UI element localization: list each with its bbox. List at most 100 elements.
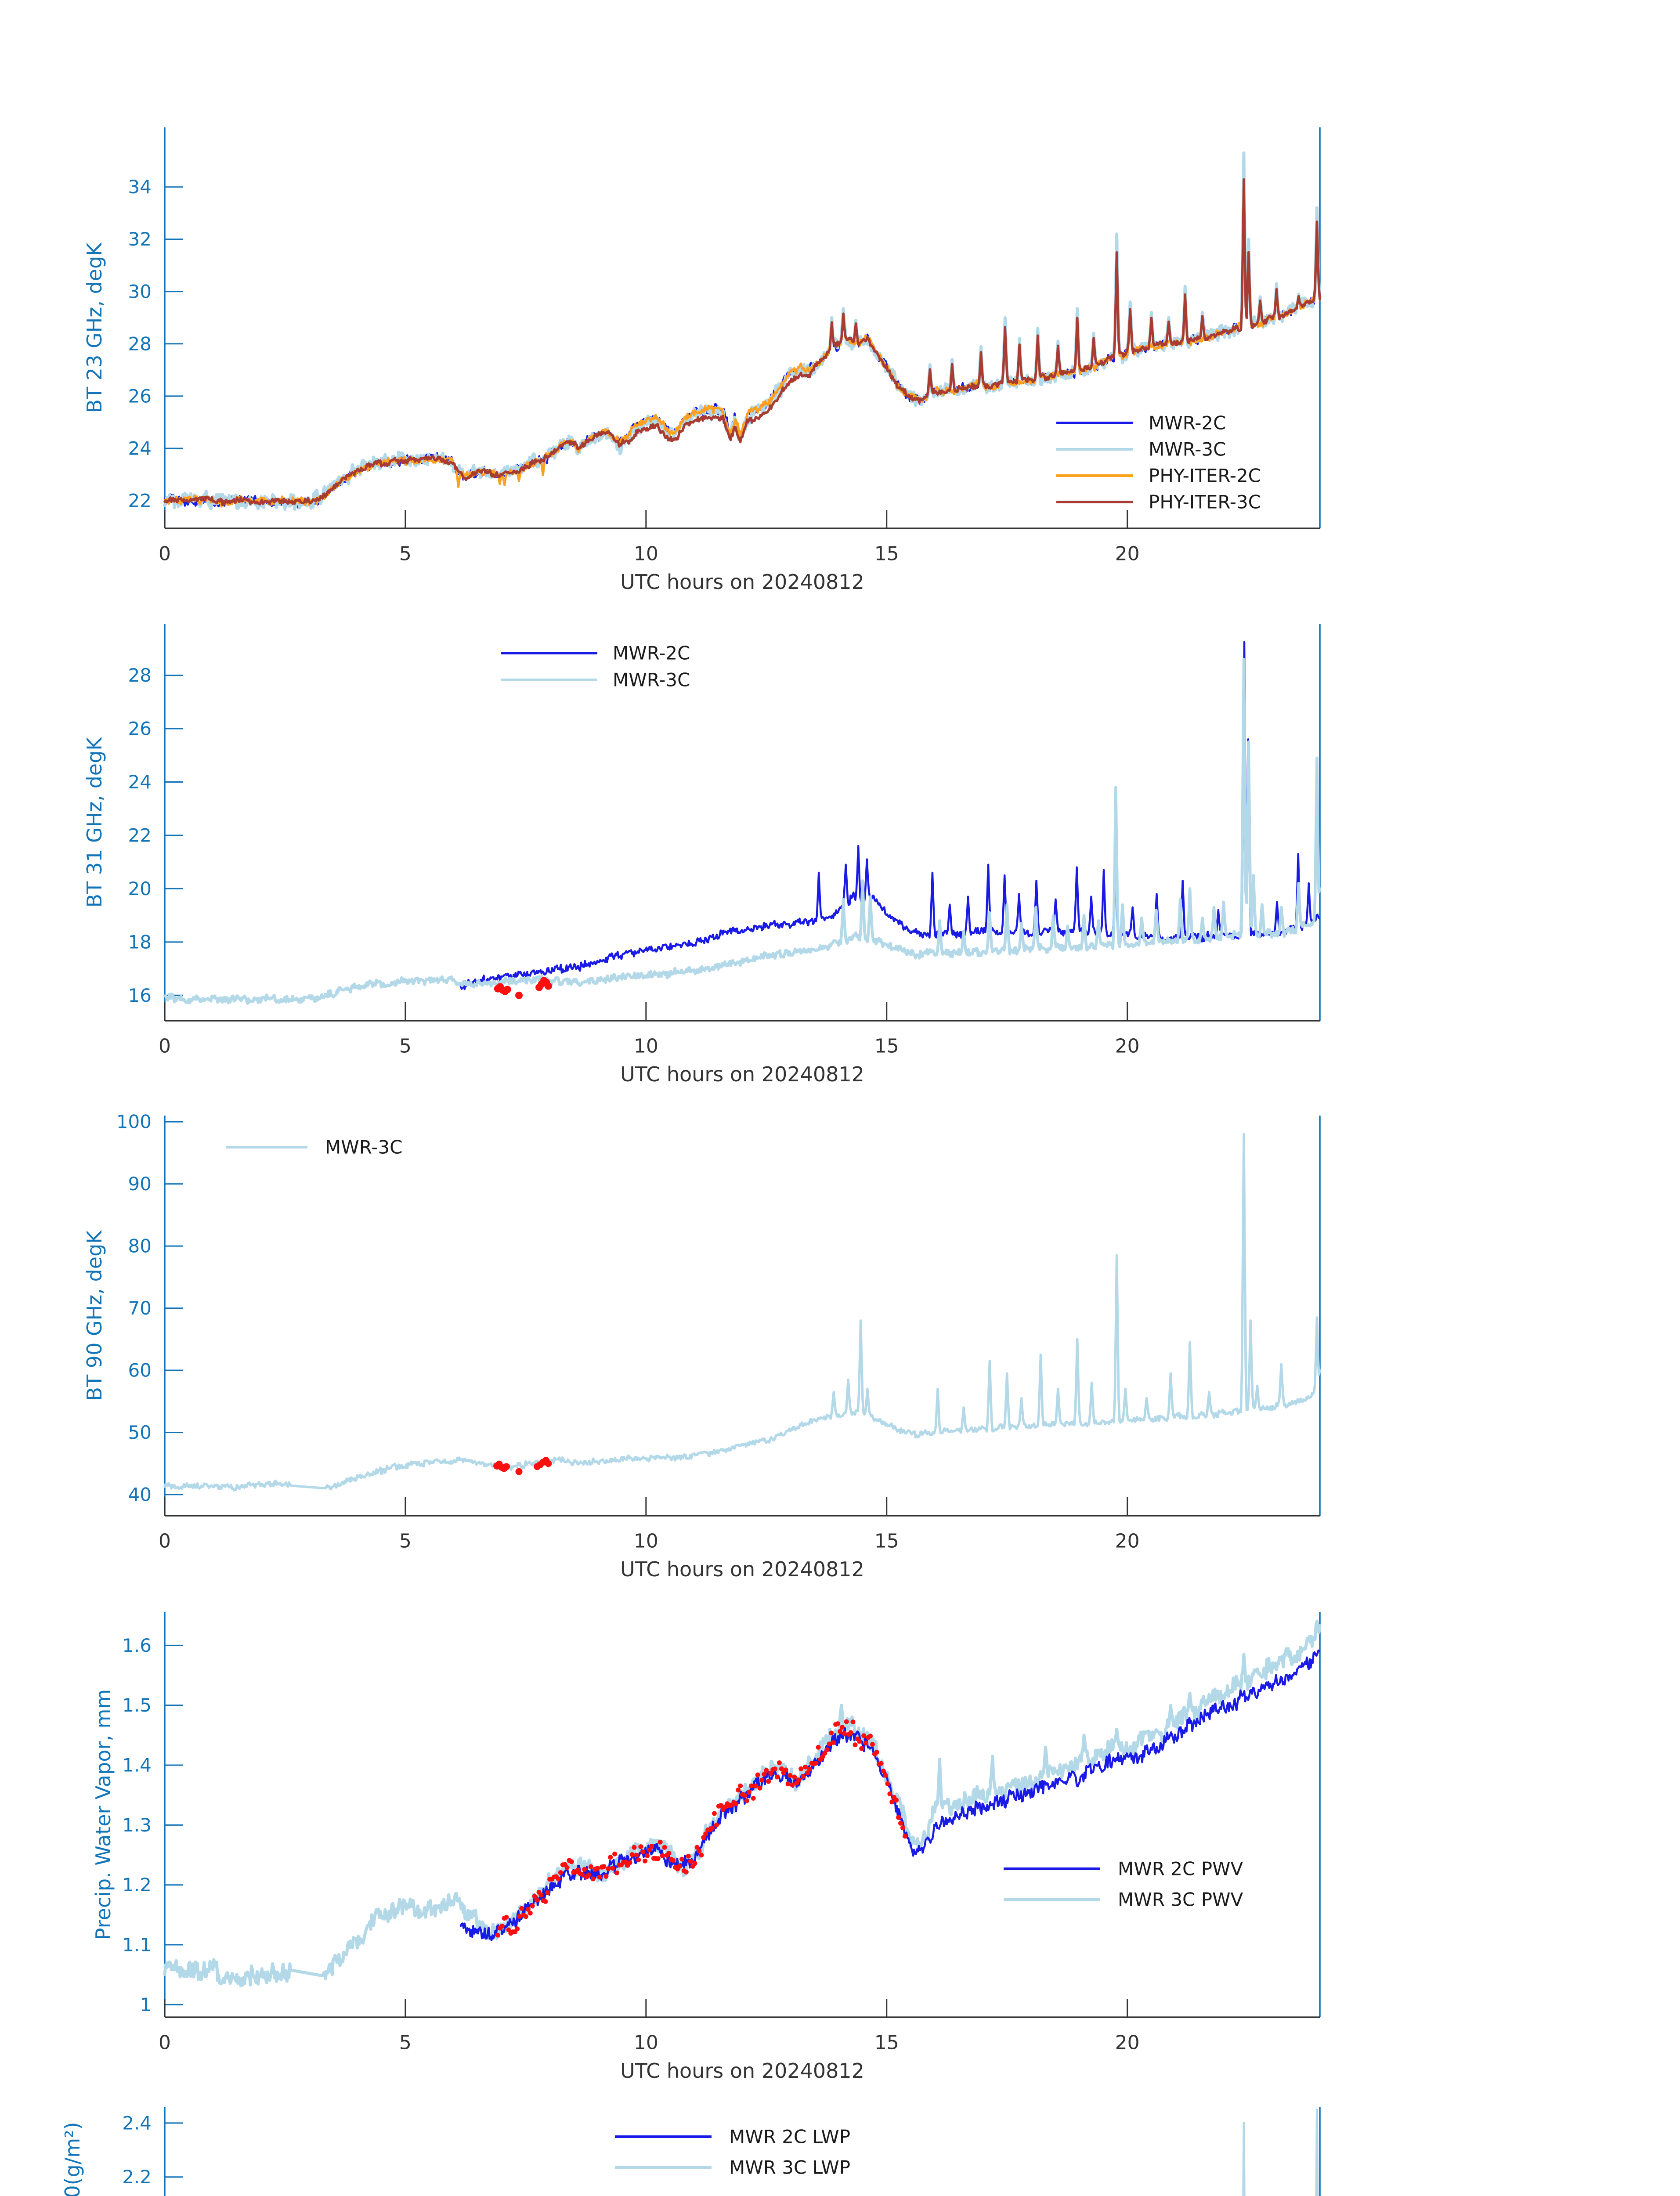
flag-dot: [801, 1774, 806, 1779]
flag-dot: [744, 1798, 749, 1803]
y-tick-label: 60: [128, 1359, 152, 1381]
flag-dot: [779, 1766, 784, 1771]
y-axis-label: BT 90 GHz, degK: [83, 1230, 106, 1401]
series-MWR-3C-PWV: [163, 1620, 1322, 1987]
flag-dot: [629, 1852, 635, 1857]
flag-dot: [859, 1746, 864, 1751]
y-tick-label: 100: [116, 1111, 152, 1133]
flag-dot: [842, 1731, 847, 1736]
flag-dot: [649, 1844, 654, 1849]
x-tick-label: 20: [1115, 1530, 1140, 1553]
flag-dot: [844, 1719, 849, 1724]
flag-dot: [751, 1795, 756, 1801]
y-tick-label: 20: [128, 878, 152, 899]
flag-dot: [569, 1859, 574, 1864]
flag-dot: [543, 1899, 548, 1904]
legend-label: MWR-3C: [325, 1137, 402, 1158]
flag-dot: [534, 1897, 539, 1903]
flag-dot: [643, 1858, 648, 1864]
flag-dot: [785, 1781, 791, 1787]
y-tick-label: 50: [128, 1422, 152, 1443]
x-tick-label: 15: [874, 2032, 899, 2054]
flag-dot: [835, 1721, 840, 1726]
chart-bt90: 40 50 60 70 80 90 100 0 5 10 15 20 UTC hours on 2024…: [83, 1111, 1321, 1581]
flag-dot: [660, 1853, 665, 1858]
y-tick-label: 1.5: [122, 1694, 152, 1716]
flag-dot: [688, 1859, 693, 1864]
flag-dot: [783, 1767, 788, 1773]
flag-dot: [807, 1766, 812, 1772]
flag-dot: [647, 1847, 652, 1853]
flag-dot: [889, 1799, 895, 1805]
x-axis-label: UTC hours on 20240812: [620, 2059, 864, 2083]
flag-dot: [634, 1853, 639, 1858]
flag-dot: [515, 1468, 523, 1475]
flag-dot: [829, 1730, 834, 1736]
flag-dot: [679, 1856, 684, 1862]
flag-dot: [515, 991, 523, 999]
flag-dot: [658, 1839, 663, 1845]
x-tick-label: 20: [1115, 543, 1140, 565]
y-tick-label: 32: [128, 228, 152, 250]
flag-dot: [773, 1766, 777, 1772]
flag-dot: [532, 1893, 537, 1899]
flag-dot: [499, 1923, 505, 1929]
flag-dot: [655, 1856, 661, 1861]
flag-dot: [848, 1730, 853, 1735]
flag-dot: [766, 1779, 771, 1784]
y-tick-label: 22: [128, 824, 152, 846]
flag-dot: [694, 1845, 700, 1850]
flag-dot: [712, 1811, 717, 1816]
flag-dot: [853, 1742, 858, 1748]
flag-dot: [827, 1741, 832, 1747]
flag-dot: [874, 1749, 879, 1755]
flag-dot: [517, 1914, 522, 1919]
flag-dot: [736, 1788, 741, 1793]
flag-dot: [523, 1914, 528, 1919]
x-tick-label: 5: [399, 1035, 412, 1058]
flag-dot: [883, 1773, 888, 1778]
legend-label: MWR-2C: [613, 643, 690, 664]
y-axis-label: log10 Liquid Water Path, log10(g/m²): [61, 2122, 84, 2196]
flag-dot: [610, 1866, 615, 1871]
x-tick-label: 0: [159, 543, 171, 565]
flag-dot: [597, 1875, 602, 1880]
flag-dot: [671, 1858, 676, 1863]
x-tick-label: 5: [399, 2032, 412, 2054]
flag-dot: [580, 1872, 585, 1877]
flag-dot: [606, 1866, 611, 1871]
flag-dot: [898, 1820, 903, 1826]
series-MWR-3C: [163, 657, 1322, 1005]
series-MWR-2C: [459, 641, 1321, 990]
flag-dot: [718, 1803, 723, 1808]
flag-dot: [748, 1783, 754, 1788]
flag-dot: [733, 1801, 739, 1806]
y-tick-label: 26: [128, 718, 152, 740]
y-tick-label: 70: [128, 1297, 152, 1319]
y-tick-label: 26: [128, 385, 152, 407]
flag-dot: [777, 1760, 782, 1766]
flag-dot: [896, 1815, 901, 1820]
x-tick-label: 10: [634, 2032, 658, 2054]
flag-dot: [710, 1825, 715, 1831]
flag-dot: [805, 1770, 810, 1775]
flag-dot: [753, 1783, 758, 1788]
flag-dot: [636, 1857, 641, 1863]
flag-dot: [612, 1851, 618, 1856]
y-tick-label: 2.2: [122, 2166, 152, 2188]
flag-dot: [683, 1869, 689, 1875]
flag-dot: [900, 1825, 905, 1831]
flag-dot: [790, 1782, 795, 1788]
y-tick-label: 22: [128, 490, 152, 511]
chart-bt31: 16 18 20 22 24 26 28 0 5 10 15 20 UTC hours on 20240…: [83, 624, 1322, 1086]
y-tick-label: 40: [128, 1484, 152, 1505]
y-tick-label: 1: [140, 1994, 152, 2015]
legend-label: PHY-ITER-3C: [1149, 491, 1261, 513]
flag-dot: [755, 1772, 760, 1777]
y-axis-label: BT 23 GHz, degK: [83, 242, 106, 413]
x-tick-label: 10: [634, 1035, 658, 1058]
flag-dot: [757, 1785, 762, 1791]
flag-dot: [868, 1734, 873, 1739]
rain-flag-markers: [494, 977, 552, 999]
